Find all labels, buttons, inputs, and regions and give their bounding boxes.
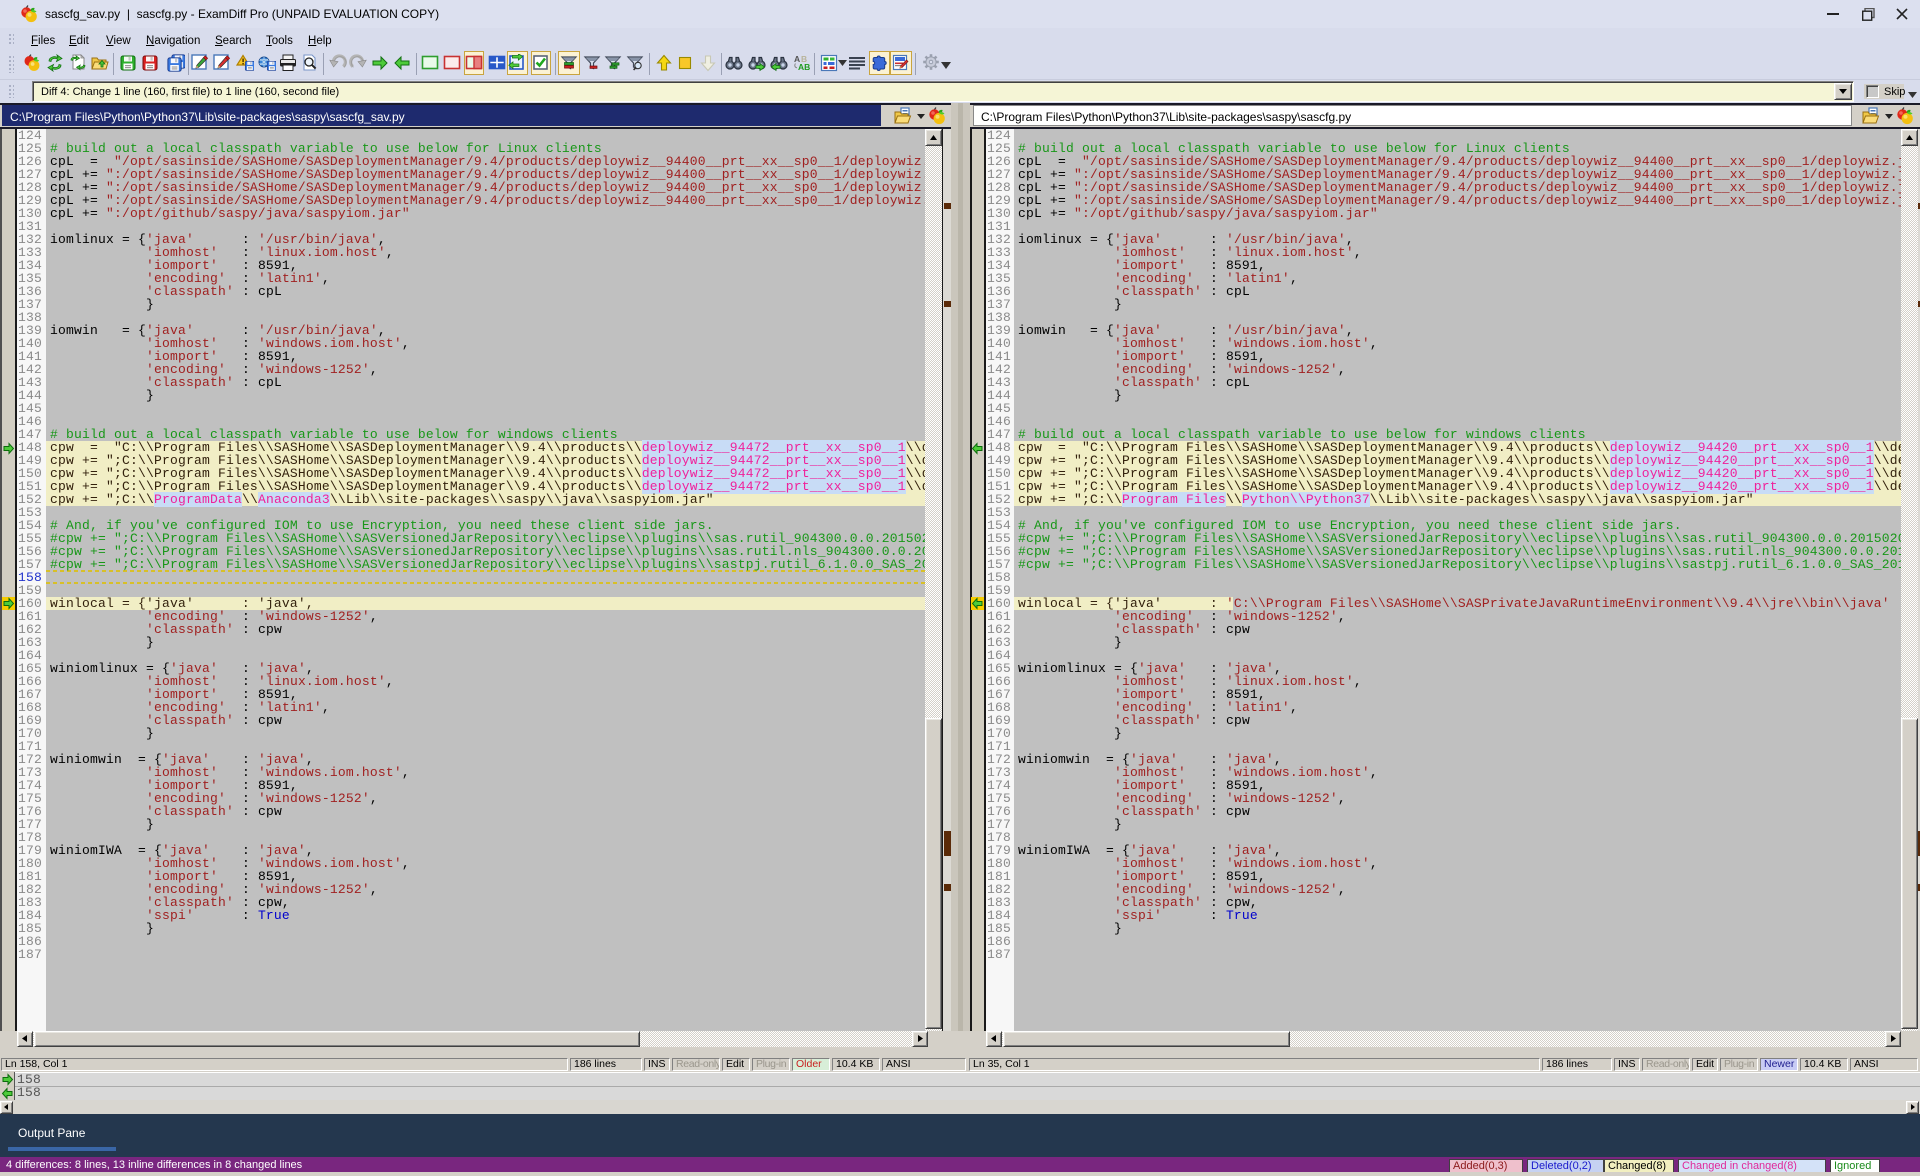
svg-text:B: B: [801, 54, 807, 64]
svg-text:AB: AB: [798, 62, 810, 72]
svg-text:A: A: [794, 54, 800, 64]
